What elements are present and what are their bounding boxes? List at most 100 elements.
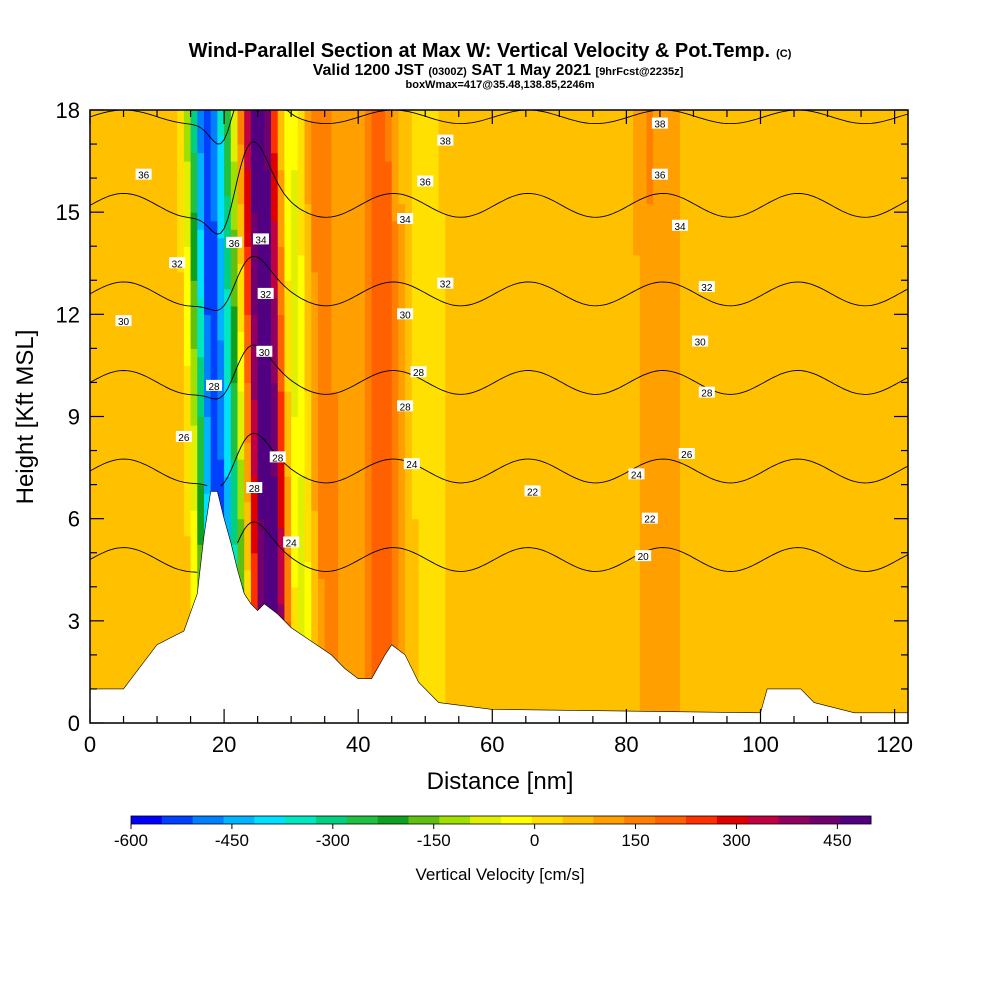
field-cell bbox=[378, 263, 386, 273]
field-cell bbox=[264, 118, 272, 128]
field-cell bbox=[371, 586, 379, 596]
field-cell bbox=[210, 297, 218, 307]
field-cell bbox=[271, 220, 279, 230]
field-cell bbox=[170, 518, 178, 528]
field-cell bbox=[237, 407, 245, 418]
field-cell bbox=[438, 527, 446, 537]
field-cell bbox=[170, 603, 178, 613]
field-cell bbox=[525, 178, 534, 188]
field-cell bbox=[217, 305, 225, 315]
field-cell bbox=[163, 603, 172, 613]
field-cell bbox=[230, 152, 239, 162]
field-cell bbox=[291, 178, 299, 188]
field-cell bbox=[163, 527, 172, 537]
field-cell bbox=[210, 144, 218, 154]
field-cell bbox=[237, 399, 245, 409]
field-cell bbox=[418, 407, 426, 418]
field-cell bbox=[324, 229, 332, 239]
field-cell bbox=[499, 169, 507, 179]
field-cell bbox=[257, 467, 265, 477]
field-cell bbox=[411, 373, 420, 384]
field-cell bbox=[505, 680, 514, 690]
field-cell bbox=[143, 220, 151, 230]
field-cell bbox=[545, 186, 554, 196]
field-cell bbox=[210, 212, 218, 222]
field-cell bbox=[304, 229, 312, 239]
field-cell bbox=[291, 195, 299, 205]
field-cell bbox=[90, 110, 98, 120]
field-cell bbox=[304, 510, 312, 520]
field-cell bbox=[398, 450, 406, 460]
field-cell bbox=[452, 220, 460, 230]
field-cell bbox=[271, 365, 279, 375]
field-cell bbox=[391, 578, 400, 588]
field-cell bbox=[505, 280, 514, 290]
field-cell bbox=[512, 127, 520, 137]
field-cell bbox=[123, 501, 131, 511]
field-cell bbox=[505, 612, 514, 622]
field-cell bbox=[545, 365, 554, 375]
field-cell bbox=[351, 433, 359, 443]
field-cell bbox=[250, 178, 259, 188]
field-cell bbox=[277, 365, 286, 375]
field-cell bbox=[297, 237, 306, 247]
field-cell bbox=[418, 510, 426, 520]
field-cell bbox=[445, 663, 453, 673]
field-cell bbox=[317, 476, 326, 486]
field-cell bbox=[237, 527, 245, 537]
field-cell bbox=[304, 425, 312, 435]
field-cell bbox=[130, 331, 138, 341]
field-cell bbox=[190, 493, 198, 503]
field-cell bbox=[485, 654, 493, 665]
field-cell bbox=[123, 433, 131, 443]
field-cell bbox=[157, 254, 165, 264]
field-cell bbox=[539, 339, 547, 349]
field-cell bbox=[90, 373, 98, 384]
field-cell bbox=[505, 331, 514, 341]
field-cell bbox=[431, 348, 440, 358]
field-cell bbox=[499, 399, 507, 409]
field-cell bbox=[210, 127, 218, 137]
field-cell bbox=[545, 399, 554, 409]
field-cell bbox=[217, 399, 225, 409]
field-cell bbox=[143, 407, 151, 418]
field-cell bbox=[183, 382, 192, 392]
field-cell bbox=[499, 152, 507, 162]
field-cell bbox=[210, 484, 218, 494]
field-cell bbox=[499, 510, 507, 520]
field-cell bbox=[244, 356, 252, 367]
field-cell bbox=[398, 195, 406, 205]
field-cell bbox=[405, 552, 413, 562]
field-cell bbox=[291, 459, 299, 469]
field-cell bbox=[291, 603, 299, 613]
field-cell bbox=[532, 322, 540, 332]
field-cell bbox=[190, 348, 198, 358]
field-cell bbox=[150, 169, 158, 179]
field-cell bbox=[344, 229, 353, 239]
field-cell bbox=[411, 561, 420, 571]
field-cell bbox=[418, 484, 426, 494]
field-cell bbox=[465, 654, 473, 665]
field-cell bbox=[170, 152, 178, 162]
field-cell bbox=[130, 118, 138, 128]
field-cell bbox=[485, 484, 493, 494]
field-cell bbox=[539, 637, 547, 647]
field-cell bbox=[525, 365, 534, 375]
field-cell bbox=[411, 135, 420, 145]
field-cell bbox=[136, 620, 145, 630]
field-cell bbox=[539, 203, 547, 213]
field-cell bbox=[163, 237, 172, 247]
field-cell bbox=[539, 254, 547, 264]
field-cell bbox=[344, 314, 353, 324]
field-cell bbox=[116, 178, 125, 188]
field-cell bbox=[291, 416, 299, 426]
field-cell bbox=[445, 646, 453, 656]
field-cell bbox=[338, 331, 346, 341]
field-cell bbox=[143, 476, 151, 486]
field-cell bbox=[311, 407, 319, 418]
field-cell bbox=[472, 697, 480, 707]
field-cell bbox=[458, 203, 467, 213]
field-cell bbox=[257, 552, 265, 562]
field-cell bbox=[358, 390, 366, 401]
field-cell bbox=[143, 518, 151, 528]
